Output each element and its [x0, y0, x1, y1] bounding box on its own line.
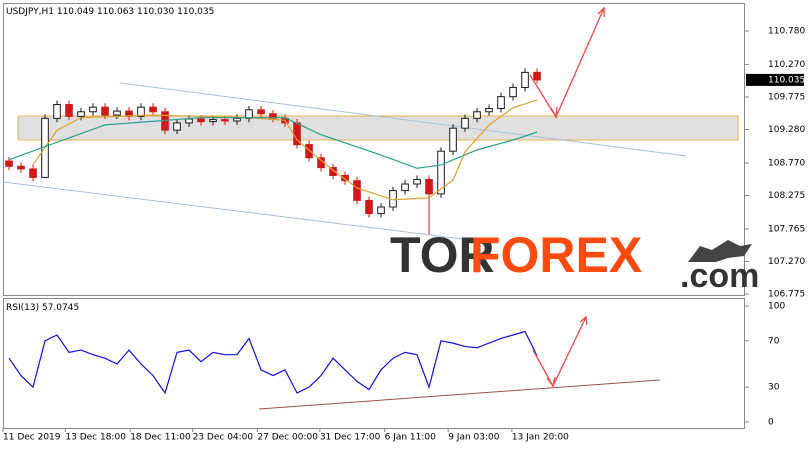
symbol: USDJPY,H1: [6, 7, 54, 17]
y-tick-label: 109.775: [768, 92, 805, 102]
candle-body: [245, 109, 253, 119]
x-tick-label: 11 Dec 2019: [3, 433, 61, 443]
candle-body: [365, 199, 373, 215]
candle-body: [341, 174, 349, 182]
candle-body: [425, 178, 433, 195]
rsi-last: 57.0745: [42, 303, 79, 313]
x-tick-label: 23 Dec 04:00: [193, 433, 254, 443]
candle-body: [29, 168, 37, 178]
candle-body: [101, 106, 109, 116]
candle-body: [437, 150, 445, 195]
y-tick-label: 100: [768, 302, 785, 312]
moving-average: [32, 99, 538, 201]
candle-body: [209, 119, 217, 123]
candle-body: [17, 165, 25, 170]
arrow-head: [546, 315, 588, 388]
x-tick-label: 31 Dec 17:00: [320, 433, 381, 443]
channel-lower: [2, 181, 496, 244]
y-tick-label: 108.770: [768, 158, 805, 168]
watermark-text: TOR: [390, 227, 495, 283]
rsi-forecast-arrow: [532, 316, 587, 388]
x-tick-label: 6 Jan 11:00: [385, 433, 437, 443]
candle-body: [521, 71, 529, 88]
plot-layer: 110.780 110.270 109.775 109.280 108.770 108.2…: [2, 26, 805, 443]
y-tick-label: 110.270: [768, 60, 805, 70]
candle-body: [461, 117, 469, 129]
candle-body: [485, 107, 493, 113]
candle-body: [257, 109, 265, 115]
candle-body: [377, 206, 385, 215]
watermark-text: FOREX: [470, 227, 642, 283]
x-tick-label: 13 Jan 20:00: [512, 433, 569, 443]
watermark-text: .com: [680, 257, 759, 295]
forecast-arrow: [529, 7, 605, 119]
candle-body: [149, 106, 157, 113]
quote: 110.030: [137, 7, 174, 17]
y-tick-label: 107.270: [768, 257, 805, 267]
header: USDJPY,H1 110.049 110.063 110.030 110.03…: [6, 7, 214, 17]
last-price-label: 110.035: [768, 75, 805, 85]
support-zone: [17, 115, 739, 141]
y-tick-label: 106.775: [768, 290, 805, 300]
x-tick-label: 18 Dec 11:00: [130, 433, 191, 443]
candle-body: [89, 106, 97, 113]
candle-body: [77, 111, 85, 117]
channel-upper: [119, 82, 687, 157]
y-tick-label: 70: [768, 336, 780, 346]
candle-body: [533, 71, 541, 81]
y-tick-label: 110.780: [768, 26, 805, 36]
rsi-line: [8, 330, 538, 395]
candle-body: [65, 104, 73, 117]
candle-body: [137, 106, 145, 117]
candle-body: [53, 104, 61, 119]
rsi-frame: [3, 298, 745, 429]
rsi-trendline: [258, 379, 661, 410]
watermark: TOR FOREX .com: [390, 227, 759, 295]
y-tick-label: 109.280: [768, 125, 805, 135]
candle-body: [497, 96, 505, 109]
y-tick-label: 30: [768, 383, 780, 393]
candle-body: [401, 183, 409, 192]
quote: 110.049: [57, 7, 94, 17]
candle-body: [185, 118, 193, 124]
candle-body: [473, 111, 481, 119]
arrow-head: [550, 6, 605, 120]
indicator: RSI(13): [6, 303, 39, 313]
candle-body: [5, 160, 13, 167]
candle-body: [329, 167, 337, 176]
candle-body: [509, 86, 517, 98]
quote: 110.063: [97, 7, 134, 17]
price-frame: [3, 3, 745, 296]
quote: 110.035: [177, 7, 214, 17]
y-tick-label: 0: [768, 417, 774, 427]
candle-body: [449, 127, 457, 152]
arrows: [529, 6, 605, 388]
candle-body: [233, 117, 241, 122]
y-tick-label: 108.275: [768, 191, 805, 201]
candle-body: [269, 113, 277, 119]
y-tick-label: 107.765: [768, 225, 805, 235]
rsi-header: RSI(13) 57.0745: [6, 303, 79, 313]
candle-body: [197, 118, 205, 123]
candle-body: [113, 110, 121, 116]
bull-icon: [688, 240, 752, 262]
candle-body: [173, 122, 181, 131]
candle-body: [413, 178, 421, 185]
last-price-box: [746, 73, 804, 86]
x-tick-label: 27 Dec 00:00: [257, 433, 318, 443]
x-tick-label: 9 Jan 03:00: [448, 433, 500, 443]
moving-average: [8, 117, 538, 169]
candle-body: [221, 119, 229, 122]
candle-body: [353, 180, 361, 201]
candle-body: [305, 144, 313, 159]
x-tick-label: 13 Dec 18:00: [65, 433, 126, 443]
